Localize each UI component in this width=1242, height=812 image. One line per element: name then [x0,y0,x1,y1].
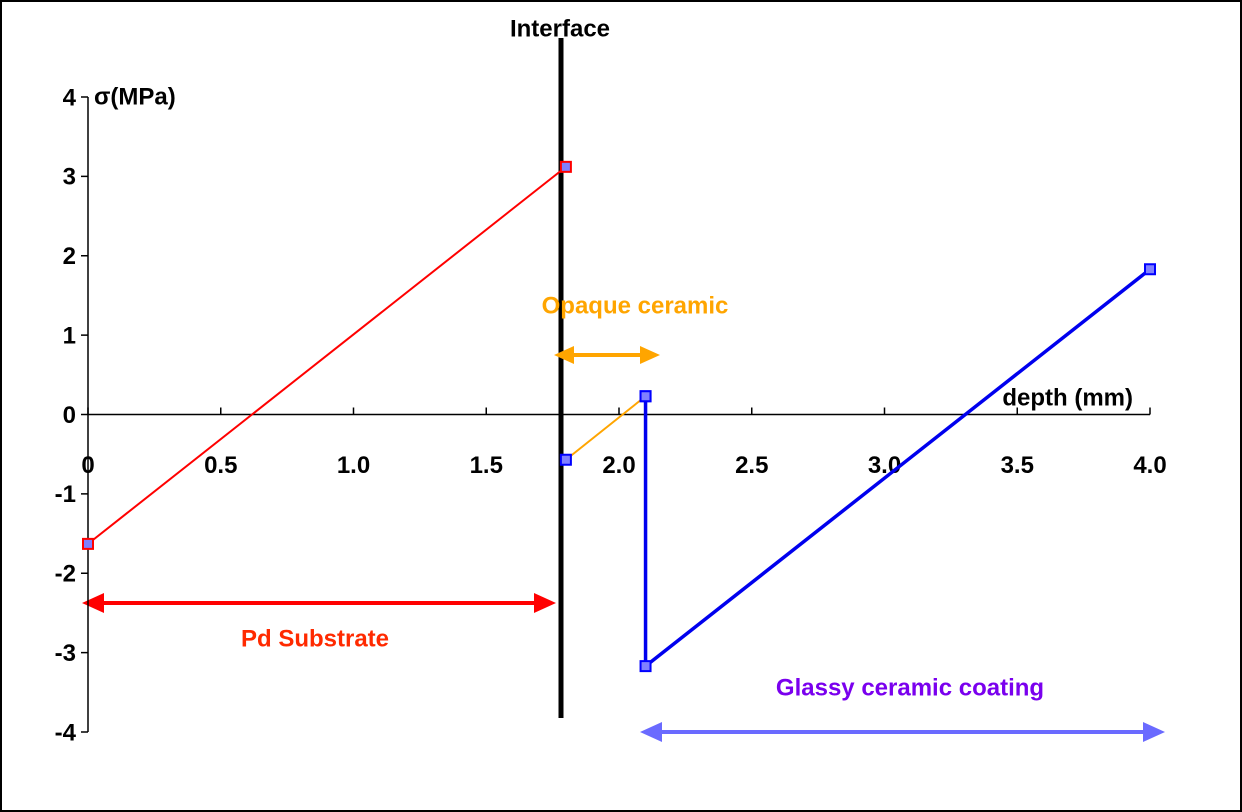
marker [639,660,652,673]
series-line [565,395,647,461]
arrow-head [554,346,574,364]
y-tick-label: 4 [63,84,77,111]
y-tick-label: -2 [55,561,76,588]
annotation: Glassy ceramic coating [776,674,1044,701]
arrow-head [640,722,662,742]
x-tick-label: 0 [81,452,94,479]
marker [82,537,94,550]
arrow-head [82,593,104,613]
y-tick-label: 1 [63,322,76,349]
arrows [82,346,1165,742]
annotation: Pd Substrate [241,625,389,652]
x-tick-label: 4.0 [1133,452,1166,479]
arrow-head [640,346,660,364]
marker [1144,263,1156,276]
y-tick-label: 0 [63,402,76,429]
y-tick-label: 2 [63,243,76,270]
series-line [87,166,567,545]
x-tick-label: 3.5 [1001,452,1034,479]
x-tick-label: 0.5 [204,452,237,479]
y-tick-label: -3 [55,640,76,667]
annotation: Opaque ceramic [542,292,729,319]
x-tick-label: 1.0 [337,452,370,479]
marker [639,390,652,403]
x-tick-label: 3.0 [868,452,901,479]
x-tick-label: 2.5 [735,452,768,479]
marker [559,453,572,466]
annotation: Interface [510,15,610,42]
y-tick-label: -4 [55,719,77,746]
arrow-head [1143,722,1165,742]
y-axis-label: σ(MPa) [94,83,176,110]
y-tick-label: 3 [63,164,76,191]
x-axis-label: depth (mm) [1002,384,1133,411]
x-tick-label: 1.5 [470,452,503,479]
arrow-head [534,593,556,613]
y-tick-label: -1 [55,481,76,508]
x-tick-label: 2.0 [602,452,635,479]
marker [559,160,572,173]
